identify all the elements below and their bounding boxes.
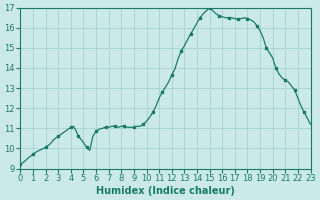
X-axis label: Humidex (Indice chaleur): Humidex (Indice chaleur) — [96, 186, 235, 196]
